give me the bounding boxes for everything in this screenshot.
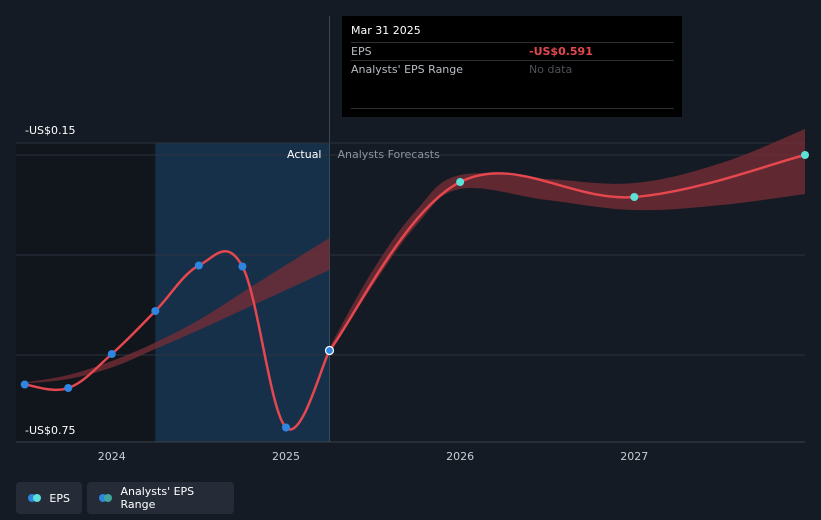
past-region: [16, 143, 156, 442]
eps-point-7: [324, 345, 335, 356]
eps-point-4: [194, 261, 203, 270]
tooltip-row-range: Analysts' EPS Range No data: [351, 60, 674, 78]
legend-eps[interactable]: EPS: [16, 482, 82, 514]
y-tick-label-0: -US$0.15: [25, 124, 76, 137]
eps-point-1: [64, 384, 73, 392]
eps-point-5: [238, 262, 247, 271]
tooltip-range-label: Analysts' EPS Range: [351, 63, 464, 76]
tooltip-row-eps: EPS -US$0.591: [351, 42, 674, 60]
eps-forecast-line: [328, 153, 807, 352]
eps-point-3: [151, 307, 160, 315]
tooltip: Mar 31 2025 EPS -US$0.591 Analysts' EPS …: [342, 16, 682, 117]
range-legend-icon: [99, 494, 114, 502]
eps-legend-icon: [28, 494, 42, 502]
eps-point-6: [281, 423, 290, 432]
legend-eps-range[interactable]: Analysts' EPS Range: [87, 482, 234, 514]
tooltip-eps-label: EPS: [351, 45, 372, 58]
tooltip-divider: [351, 108, 674, 109]
section-label-actual: Actual: [287, 148, 321, 161]
legend-eps-label: EPS: [49, 491, 70, 505]
y-tick-label-1: -US$0.75: [25, 424, 76, 437]
x-tick-label-0: 2024: [98, 450, 126, 463]
forecast-point-0: [456, 178, 465, 186]
legend-eps-range-label: Analysts' EPS Range: [120, 485, 195, 511]
eps-point-0: [20, 380, 29, 389]
eps-point-2: [107, 350, 116, 358]
x-tick-label-2: 2026: [446, 450, 474, 463]
tooltip-date: Mar 31 2025: [351, 24, 421, 37]
forecast-point-2: [801, 151, 809, 159]
x-tick-label-1: 2025: [272, 450, 300, 463]
section-label-forecast: Analysts Forecasts: [338, 148, 441, 161]
tooltip-range-value: No data: [529, 63, 573, 76]
eps-range-band-forecast: [329, 129, 805, 354]
tooltip-eps-value: -US$0.591: [529, 45, 593, 58]
forecast-point-1: [630, 193, 639, 201]
x-tick-label-3: 2027: [620, 450, 648, 463]
